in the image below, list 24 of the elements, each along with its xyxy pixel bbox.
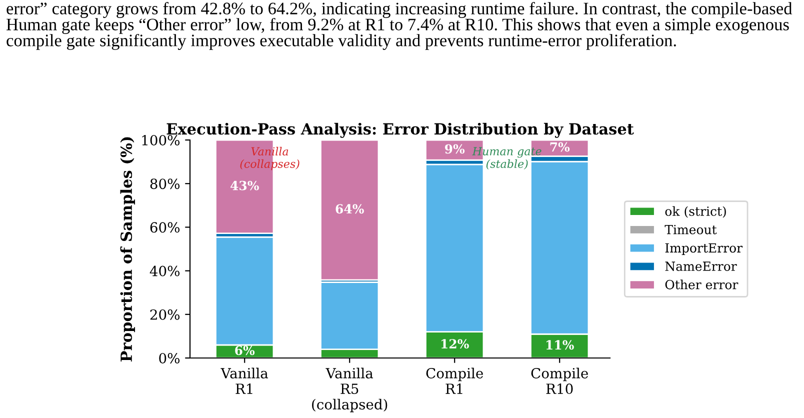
data-label: 6% xyxy=(235,346,255,356)
data-label: 43% xyxy=(230,180,259,190)
data-label: 12% xyxy=(441,339,469,349)
text: error” category grows from 42.8% to 64.2%, indicating increasing runtime failure. In contrast, the compile-based Human gate keeps “Other error” low, from 9.2% at R1 to 7.4% at R10. This shows that even a simple exogenous compile gate significantly improves executable validity and prevents runtime-error proliferation. xyxy=(6,2,792,50)
bar xyxy=(320,140,380,281)
data-label: 7% xyxy=(550,142,570,152)
y-tick-label: 20% xyxy=(150,309,180,320)
y-tick-label: 40% xyxy=(150,266,180,276)
x-tick-label: Vanilla R1 xyxy=(220,368,268,394)
y-tick-label: 60% xyxy=(150,222,180,233)
x-tick-label: Vanilla R5 (collapsed) xyxy=(312,368,388,412)
legend-label: Timeout xyxy=(664,224,717,234)
legend-label: NameError xyxy=(665,262,737,271)
legend-label: Other error xyxy=(665,280,738,290)
legend-label: ok (strict) xyxy=(665,206,726,218)
y-tick-label: 0% xyxy=(159,352,180,364)
data-label: 9% xyxy=(444,144,465,154)
y-axis-title: Proportion of Samples (%) xyxy=(120,137,136,362)
data-label: 11% xyxy=(546,340,574,350)
legend-label: ImportError xyxy=(665,243,743,256)
x-tick-label: Compile R10 xyxy=(531,368,588,394)
x-tick-label: Compile R1 xyxy=(426,368,483,394)
data-label: 64% xyxy=(336,204,364,214)
y-tick-label: 80% xyxy=(150,178,180,190)
